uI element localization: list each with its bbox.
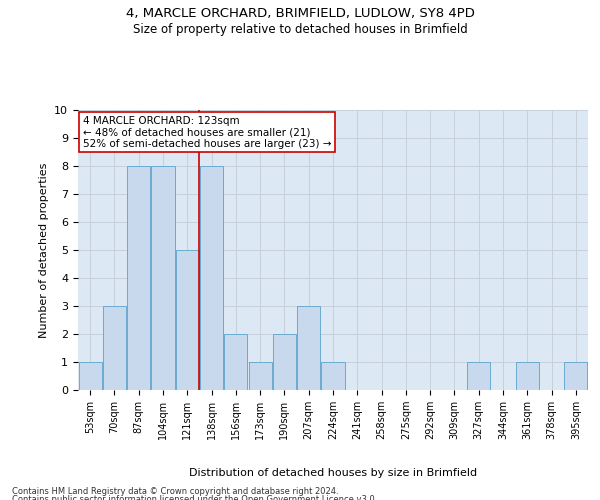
Text: Size of property relative to detached houses in Brimfield: Size of property relative to detached ho… [133, 22, 467, 36]
Bar [200, 166, 223, 390]
Text: Contains public sector information licensed under the Open Government Licence v3: Contains public sector information licen… [12, 495, 377, 500]
Y-axis label: Number of detached properties: Number of detached properties [39, 162, 49, 338]
Bar [516, 362, 539, 390]
Bar [248, 362, 272, 390]
Bar [103, 306, 126, 390]
Bar [224, 334, 247, 390]
Bar [297, 306, 320, 390]
Bar [322, 362, 344, 390]
Bar [176, 250, 199, 390]
Text: Distribution of detached houses by size in Brimfield: Distribution of detached houses by size … [189, 468, 477, 477]
Bar [79, 362, 101, 390]
Bar [467, 362, 490, 390]
Text: Contains HM Land Registry data © Crown copyright and database right 2024.: Contains HM Land Registry data © Crown c… [12, 488, 338, 496]
Text: 4 MARCLE ORCHARD: 123sqm
← 48% of detached houses are smaller (21)
52% of semi-d: 4 MARCLE ORCHARD: 123sqm ← 48% of detach… [83, 116, 332, 149]
Bar [127, 166, 150, 390]
Bar [565, 362, 587, 390]
Bar [151, 166, 175, 390]
Text: 4, MARCLE ORCHARD, BRIMFIELD, LUDLOW, SY8 4PD: 4, MARCLE ORCHARD, BRIMFIELD, LUDLOW, SY… [125, 8, 475, 20]
Bar [273, 334, 296, 390]
